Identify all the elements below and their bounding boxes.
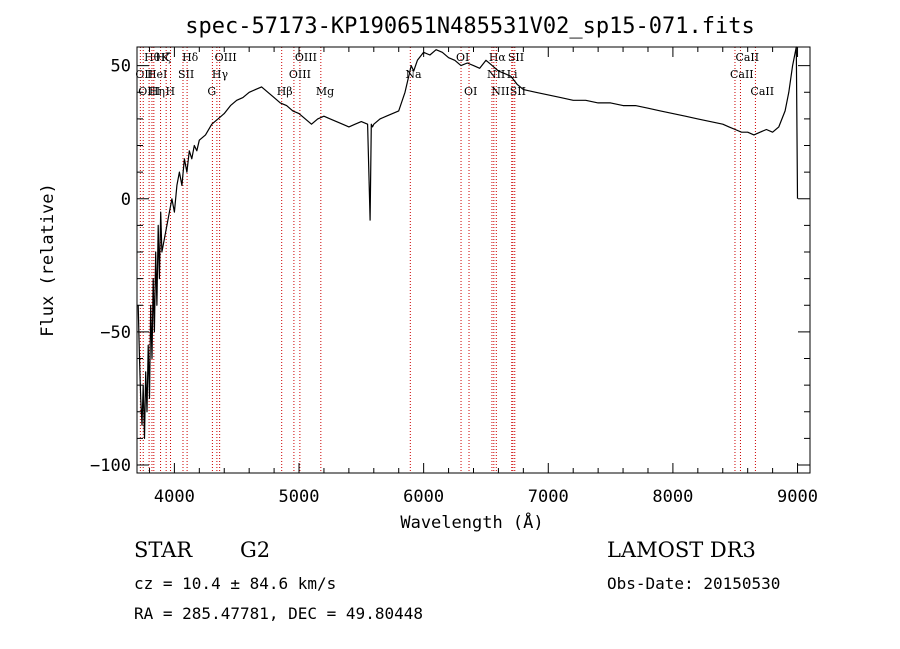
line-marker-label: OIII	[215, 51, 237, 64]
y-tick-label: 50	[111, 57, 131, 77]
line-marker-label: CaII	[750, 85, 774, 98]
coordinates: RA = 285.47781, DEC = 49.80448	[134, 604, 423, 623]
x-tick-label: 7000	[528, 487, 569, 507]
x-tick-label: 8000	[652, 487, 693, 507]
line-marker-label: Hγ	[212, 68, 229, 81]
observation-date: Obs-Date: 20150530	[607, 574, 781, 593]
line-marker-label: Li	[507, 68, 518, 81]
spectrum-line	[137, 46, 799, 439]
line-marker-label: HeI	[147, 68, 167, 81]
line-marker-label: OIII	[295, 51, 317, 64]
line-marker-label: Mg	[316, 85, 334, 98]
line-marker-label: Hβ	[277, 85, 293, 98]
y-tick-label: −100	[90, 456, 131, 476]
line-marker-label: OII	[135, 68, 153, 81]
y-axis-label: Flux (relative)	[38, 183, 58, 337]
line-marker-label: OIII	[289, 68, 311, 81]
line-marker-label: G	[207, 85, 216, 98]
object-class: STAR	[134, 538, 193, 562]
line-marker-label: Hα	[489, 51, 507, 64]
axis-layer: 4000 5000 6000 7000 8000 9000 −100 −50 0 50	[90, 47, 818, 507]
x-tick-label: 4000	[154, 487, 195, 507]
line-marker-label: H	[166, 85, 176, 98]
line-marker-label: Hδ	[182, 51, 199, 64]
x-tick-label: 9000	[777, 487, 818, 507]
x-tick-label: 6000	[403, 487, 444, 507]
x-axis-label: Wavelength (Å)	[400, 511, 543, 533]
line-marker-label: CaII	[730, 68, 754, 81]
survey-label: LAMOST DR3	[607, 538, 756, 562]
line-marker-label: SII	[178, 68, 194, 81]
line-marker-label: SII	[510, 85, 526, 98]
line-marker-label: K	[161, 51, 170, 64]
object-subclass: G2	[240, 538, 271, 562]
y-tick-label: 0	[121, 190, 131, 210]
plot-frame	[136, 46, 811, 474]
x-tick-label: 5000	[279, 487, 320, 507]
line-marker-label: OIII	[138, 85, 160, 98]
spectrum-layer	[137, 46, 799, 439]
line-marker-label: OI	[456, 51, 469, 64]
line-marker-label: Hζ	[156, 51, 172, 64]
redshift-velocity: cz = 10.4 ± 84.6 km/s	[134, 574, 337, 593]
line-marker-label: SII	[508, 51, 524, 64]
y-tick-label: −50	[100, 323, 131, 343]
line-marker-label: Hθ	[144, 51, 161, 64]
line-marker-label: OI	[464, 85, 477, 98]
line-marker-label: Hη	[149, 85, 165, 98]
line-marker-label: CaII	[735, 51, 759, 64]
chart-title: spec-57173-KP190651N485531V02_sp15-071.f…	[185, 14, 755, 39]
line-marker-label: NII	[491, 85, 509, 98]
